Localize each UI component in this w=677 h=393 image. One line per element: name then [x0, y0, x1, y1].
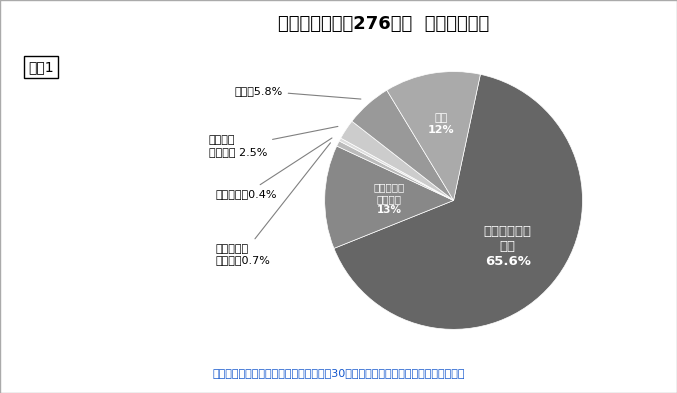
Text: ドアに体を
挟まれた0.7%: ドアに体を 挟まれた0.7% — [215, 143, 330, 265]
Wedge shape — [334, 74, 582, 329]
Wedge shape — [352, 90, 454, 200]
Text: 誤嚥・誤飲
むせこみ
13%: 誤嚥・誤飲 むせこみ 13% — [374, 182, 405, 215]
Text: 送迎中の
交通事故 2.5%: 送迎中の 交通事故 2.5% — [209, 127, 338, 157]
Title: 厚生労働省報告276事例  事故状況分類: 厚生労働省報告276事例 事故状況分類 — [278, 15, 489, 33]
Wedge shape — [336, 141, 454, 200]
Wedge shape — [387, 72, 481, 200]
Wedge shape — [339, 138, 454, 200]
Text: 不明
12%: 不明 12% — [427, 113, 454, 135]
Text: その他5.8%: その他5.8% — [234, 86, 361, 99]
Wedge shape — [325, 146, 454, 248]
Text: 盗食・異食0.4%: 盗食・異食0.4% — [215, 138, 332, 199]
Wedge shape — [341, 121, 454, 200]
Text: 資料1: 資料1 — [28, 60, 53, 74]
Text: 転倒・転落・
滑落
65.6%: 転倒・転落・ 滑落 65.6% — [484, 224, 532, 268]
Text: 消費者庁への報告：重大事例として概ね30日以内の入院を伴うものとして取り扱い: 消費者庁への報告：重大事例として概ね30日以内の入院を伴うものとして取り扱い — [213, 368, 464, 378]
